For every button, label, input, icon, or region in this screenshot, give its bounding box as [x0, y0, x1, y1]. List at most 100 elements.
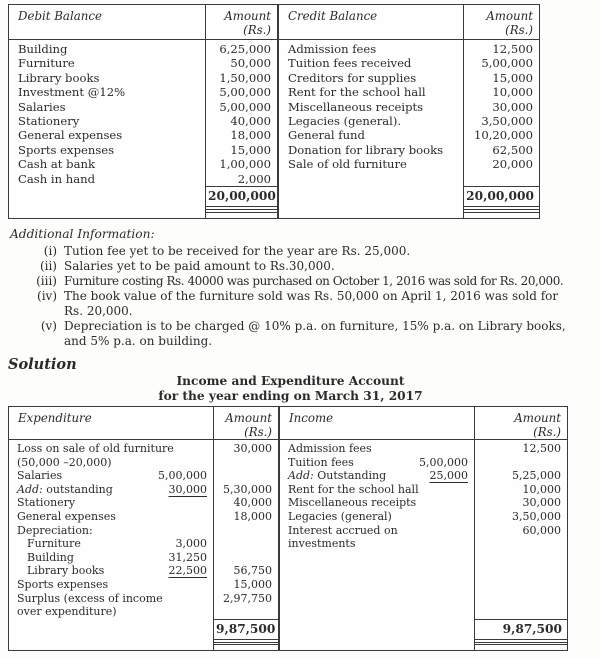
debit-balance-header: Debit Balance — [18, 9, 102, 23]
add-prefix: Add: — [17, 482, 43, 496]
debit-item-label: Sports expenses — [18, 142, 115, 157]
credit-item-label: Legacies (general). — [288, 113, 402, 128]
label-text: General expenses — [17, 509, 116, 523]
expenditure-inner-amount: 30,000 — [168, 482, 208, 496]
income-line-label: investments — [288, 537, 406, 551]
debit-item-amount: 50,000 — [230, 56, 271, 71]
label-text: Interest accrued on — [288, 523, 398, 537]
expenditure-line-amount: 5,30,000 — [223, 482, 272, 496]
double-rule — [214, 642, 278, 646]
expenditure-header: Expenditure — [18, 411, 92, 425]
debit-item-label: Library books — [18, 70, 100, 85]
expenditure-line: Loss on sale of old furniture — [9, 442, 213, 456]
expenditure-line: Furniture 3,000 — [9, 537, 213, 551]
label-text: Sports expenses — [17, 577, 109, 591]
expenditure-line-amount — [214, 551, 278, 565]
label-text: Legacies (general) — [288, 509, 392, 523]
info-item: (ii) Salaries yet to be paid amount to R… — [10, 259, 588, 274]
info-item: (iv) The book value of the furniture sol… — [10, 289, 588, 319]
expenditure-line-amount: 15,000 — [233, 577, 273, 591]
expenditure-line: Salaries 5,00,000 — [9, 469, 213, 483]
expenditure-line-amount — [214, 537, 278, 551]
info-item-marker: (v) — [40, 319, 57, 333]
debit-item-amount: 6,25,000 — [219, 42, 271, 56]
credit-item-amount: 3,50,000 — [481, 113, 533, 128]
label-text: investments — [288, 537, 356, 551]
expenditure-line-label: Building — [27, 551, 145, 565]
income-line-label: Admission fees — [288, 442, 406, 456]
income-expenditure-body: Loss on sale of old furniture (50,000 –2… — [9, 440, 567, 652]
credit-item-amount: 62,500 — [492, 142, 533, 157]
info-item: (i) Tution fee yet to be received for th… — [10, 244, 588, 259]
debit-item-label: Stationery — [18, 113, 80, 128]
income-header: Income — [278, 407, 474, 439]
income-inner-amount — [406, 524, 468, 538]
additional-information-section: Additional Information: (i) Tution fee y… — [10, 227, 588, 349]
income-line: Legacies (general) — [280, 510, 474, 524]
debit-particulars-column: Building Furniture Library books Investment… — [9, 40, 205, 219]
label-text: Rent for the school hall — [288, 482, 419, 496]
additional-information-list: (i) Tution fee yet to be received for th… — [10, 244, 588, 349]
expenditure-line: Stationery — [9, 496, 213, 510]
credit-item-label: General fund — [288, 128, 365, 143]
credit-amount-column: 12,500 5,00,000 15,000 10,000 30,000 3,50,000… — [463, 40, 539, 219]
income-inner-amount — [406, 483, 468, 497]
income-line-amount — [475, 456, 567, 470]
label-text: Admission fees — [288, 442, 372, 455]
income-particulars-column: Admission fees Tuition fees 5,00,000 Add… — [278, 440, 474, 652]
amount-header-label: Amount — [224, 9, 271, 23]
info-item-marker: (iv) — [37, 289, 57, 303]
credit-item-amount: 20,000 — [492, 157, 533, 172]
debit-item-label: Cash in hand — [18, 171, 96, 186]
debit-item-label: Investment @12% — [18, 85, 126, 100]
income-line: investments — [280, 537, 474, 551]
expenditure-inner-amount — [145, 592, 207, 606]
expenditure-line: Surplus (excess of income — [9, 592, 213, 606]
expenditure-line-label: Depreciation: — [17, 524, 145, 538]
credit-item-amount: 5,00,000 — [481, 56, 533, 71]
debit-item-label: Salaries — [18, 99, 66, 114]
credit-item-amount: 10,20,000 — [473, 128, 533, 143]
expenditure-inner-amount — [145, 456, 207, 470]
expenditure-line-label: over expenditure) — [17, 605, 145, 619]
income-total: 9,87,500 — [475, 618, 567, 640]
expenditure-line-label: Furniture — [27, 537, 145, 551]
info-item-marker: (iii) — [36, 274, 57, 288]
label-text: Loss on sale of old furniture — [17, 442, 174, 455]
expenditure-line-label: Library books — [27, 564, 145, 578]
debit-amount-header: Amount (Rs.) — [205, 5, 277, 39]
expenditure-line-label: Surplus (excess of income — [17, 592, 163, 606]
credit-balance-header: Credit Balance — [277, 5, 463, 39]
income-inner-amount — [406, 537, 468, 551]
expenditure-line-amount — [214, 524, 278, 538]
income-line-amount: 3,50,000 — [512, 509, 561, 523]
expenditure-line-label: Loss on sale of old furniture — [17, 442, 174, 456]
expenditure-line-amount: 56,750 — [233, 564, 273, 578]
info-item-marker: (ii) — [39, 259, 57, 273]
solution-heading: Solution — [8, 356, 77, 373]
income-line-label: Add: Outstanding — [288, 469, 406, 483]
label-text: (50,000 –20,000) — [17, 455, 112, 469]
label-text: Library books — [27, 564, 105, 578]
additional-information-heading: Additional Information: — [10, 227, 155, 241]
account-title-line2: for the year ending on March 31, 2017 — [158, 388, 423, 403]
income-amount-header: Amount (Rs.) — [474, 407, 567, 439]
expenditure-inner-amount: 31,250 — [168, 550, 208, 564]
info-item: (v) Depreciation is to be charged @ 10% … — [10, 319, 588, 349]
amount-header-label: Amount — [486, 9, 533, 23]
amount-header-label: Amount — [225, 411, 272, 425]
debit-item-label: General expenses — [18, 128, 123, 143]
expenditure-line-label: Stationery — [17, 496, 145, 510]
info-item-text: The book value of the furniture sold was… — [64, 289, 559, 318]
debit-item-amount: 15,000 — [230, 142, 271, 157]
income-inner-amount: 25,000 — [429, 469, 469, 483]
expenditure-line: Sports expenses — [9, 578, 213, 592]
expenditure-amount-header: Amount (Rs.) — [213, 407, 278, 439]
income-line-label: Miscellaneous receipts — [288, 496, 416, 510]
credit-item-amount: 12,500 — [492, 42, 533, 56]
expenditure-inner-amount — [145, 442, 207, 456]
expenditure-line-label: General expenses — [17, 510, 145, 524]
income-line: Interest accrued on — [280, 524, 474, 538]
expenditure-line-amount — [214, 605, 278, 619]
